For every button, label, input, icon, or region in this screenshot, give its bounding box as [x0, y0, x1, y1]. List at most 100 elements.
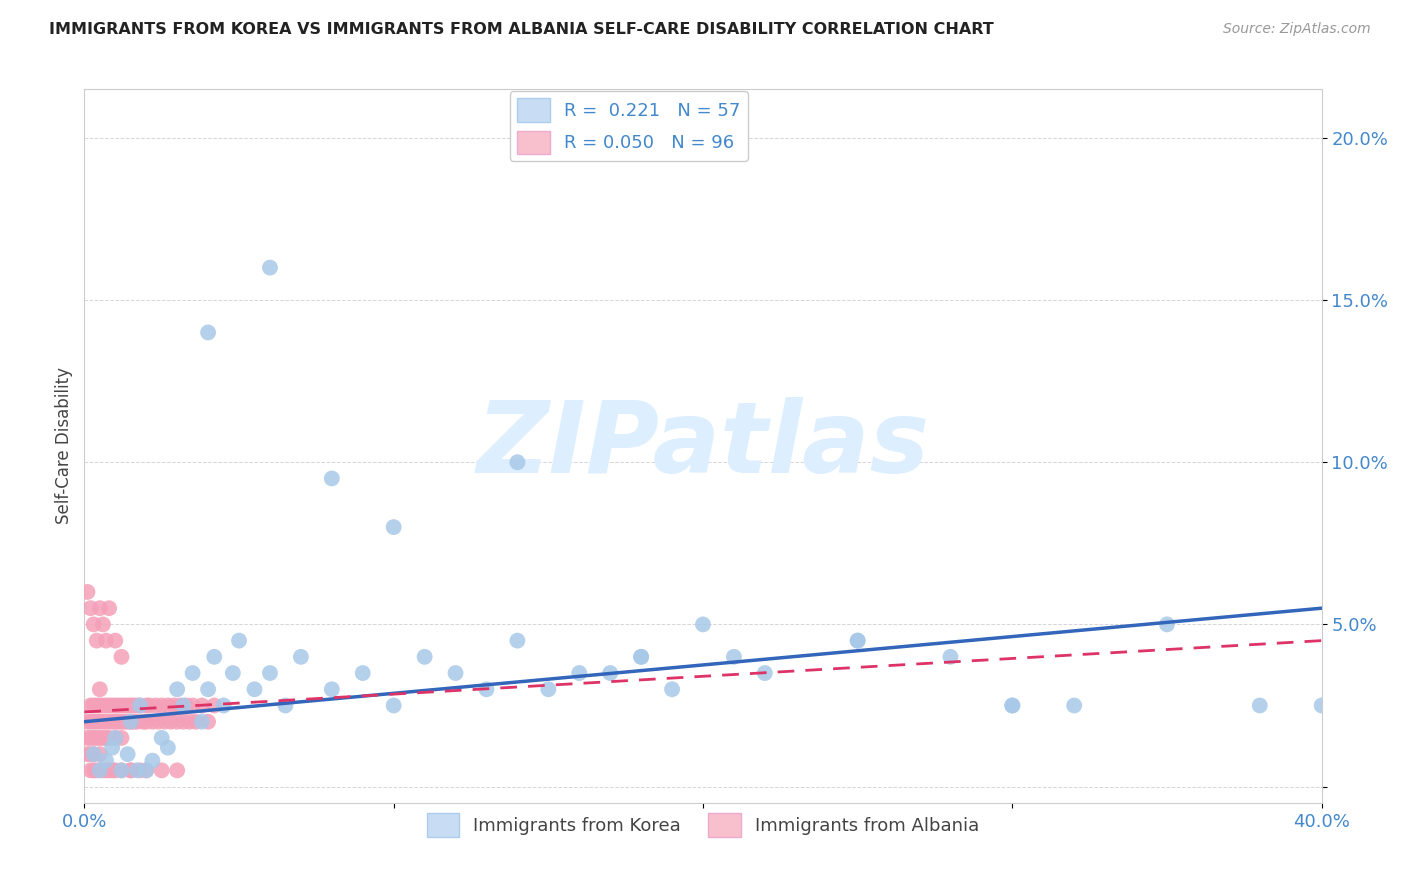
Point — [117, 747, 139, 761]
Point — [537, 682, 560, 697]
Point — [110, 649, 132, 664]
Point — [846, 633, 869, 648]
Text: Source: ZipAtlas.com: Source: ZipAtlas.com — [1223, 22, 1371, 37]
Text: ZIPatlas: ZIPatlas — [477, 398, 929, 494]
Point — [122, 698, 145, 713]
Point — [148, 714, 170, 729]
Point — [120, 764, 142, 778]
Point — [104, 698, 127, 713]
Point — [352, 666, 374, 681]
Point — [107, 714, 129, 729]
Point — [692, 617, 714, 632]
Point — [94, 754, 117, 768]
Point — [94, 698, 117, 713]
Point — [117, 714, 139, 729]
Point — [101, 764, 124, 778]
Point — [169, 698, 191, 713]
Point — [141, 714, 163, 729]
Text: IMMIGRANTS FROM KOREA VS IMMIGRANTS FROM ALBANIA SELF-CARE DISABILITY CORRELATIO: IMMIGRANTS FROM KOREA VS IMMIGRANTS FROM… — [49, 22, 994, 37]
Point — [79, 747, 101, 761]
Point — [129, 698, 152, 713]
Point — [98, 714, 121, 729]
Point — [723, 649, 745, 664]
Point — [135, 764, 157, 778]
Point — [321, 682, 343, 697]
Point — [104, 633, 127, 648]
Point — [94, 714, 117, 729]
Point — [150, 764, 173, 778]
Point — [382, 698, 405, 713]
Point — [83, 747, 105, 761]
Point — [135, 714, 157, 729]
Point — [153, 714, 176, 729]
Point — [91, 698, 114, 713]
Point — [91, 714, 114, 729]
Point — [444, 666, 467, 681]
Point — [79, 698, 101, 713]
Point — [120, 714, 142, 729]
Point — [76, 585, 98, 599]
Point — [599, 666, 621, 681]
Point — [120, 714, 142, 729]
Point — [259, 260, 281, 275]
Point — [110, 714, 132, 729]
Point — [243, 682, 266, 697]
Point — [110, 698, 132, 713]
Point — [156, 698, 179, 713]
Point — [91, 731, 114, 745]
Point — [76, 731, 98, 745]
Point — [86, 714, 108, 729]
Point — [138, 698, 160, 713]
Point — [181, 666, 204, 681]
Point — [506, 633, 529, 648]
Point — [83, 731, 105, 745]
Point — [91, 764, 114, 778]
Point — [1001, 698, 1024, 713]
Legend: Immigrants from Korea, Immigrants from Albania: Immigrants from Korea, Immigrants from A… — [419, 806, 987, 844]
Point — [141, 754, 163, 768]
Point — [129, 698, 152, 713]
Y-axis label: Self-Care Disability: Self-Care Disability — [55, 368, 73, 524]
Point — [76, 747, 98, 761]
Point — [125, 764, 148, 778]
Point — [321, 471, 343, 485]
Point — [1249, 698, 1271, 713]
Point — [661, 682, 683, 697]
Point — [184, 714, 207, 729]
Point — [114, 714, 136, 729]
Point — [1063, 698, 1085, 713]
Point — [104, 731, 127, 745]
Point — [630, 649, 652, 664]
Point — [568, 666, 591, 681]
Point — [382, 520, 405, 534]
Point — [506, 455, 529, 469]
Point — [166, 714, 188, 729]
Point — [83, 714, 105, 729]
Point — [475, 682, 498, 697]
Point — [212, 698, 235, 713]
Point — [939, 649, 962, 664]
Point — [104, 714, 127, 729]
Point — [274, 698, 297, 713]
Point — [202, 698, 225, 713]
Point — [89, 601, 111, 615]
Point — [202, 649, 225, 664]
Point — [89, 747, 111, 761]
Point — [1001, 698, 1024, 713]
Point — [163, 698, 186, 713]
Point — [83, 764, 105, 778]
Point — [122, 714, 145, 729]
Point — [79, 764, 101, 778]
Point — [79, 601, 101, 615]
Point — [135, 698, 157, 713]
Point — [83, 747, 105, 761]
Point — [110, 731, 132, 745]
Point — [630, 649, 652, 664]
Point — [79, 714, 101, 729]
Point — [197, 682, 219, 697]
Point — [290, 649, 312, 664]
Point — [754, 666, 776, 681]
Point — [110, 764, 132, 778]
Point — [98, 764, 121, 778]
Point — [176, 698, 198, 713]
